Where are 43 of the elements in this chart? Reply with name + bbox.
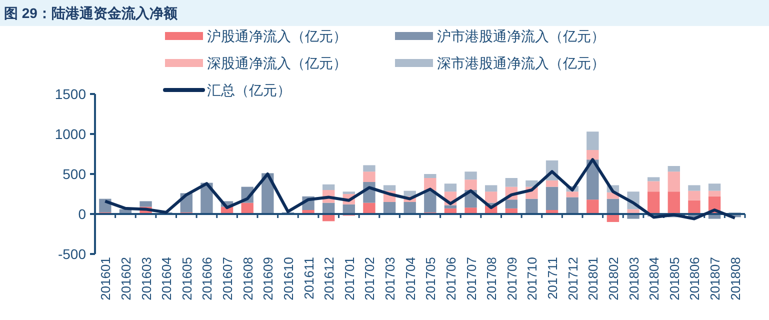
legend-label: 汇总（亿元） — [207, 82, 291, 98]
x-tick-label: 201705 — [423, 257, 438, 300]
x-tick-label: 201611 — [301, 257, 316, 300]
x-tick-label: 201606 — [200, 257, 215, 300]
x-tick-label: 201806 — [687, 257, 702, 300]
x-tick-label: 201808 — [728, 257, 743, 300]
x-tick-label: 201601 — [98, 257, 114, 300]
x-tick-label: 201804 — [646, 257, 662, 300]
x-tick-label: 201803 — [626, 257, 642, 300]
x-tick-label: 201609 — [260, 257, 276, 300]
y-tick-label: -500 — [58, 246, 86, 262]
x-tick-label: 201710 — [524, 257, 540, 300]
x-tick-label: 201707 — [464, 257, 479, 300]
x-tick-label: 201805 — [666, 257, 682, 300]
x-tick-label: 201708 — [484, 257, 500, 300]
x-tick-label: 201608 — [240, 257, 256, 300]
y-tick-label: 1500 — [54, 86, 86, 102]
x-tick-label: 201610 — [280, 257, 296, 300]
x-tick-label: 201802 — [606, 257, 621, 300]
legend-label: 沪市港股通净流入（亿元） — [437, 28, 605, 44]
x-tick-label: 201605 — [179, 257, 194, 300]
x-tick-label: 201709 — [504, 257, 520, 300]
x-tick-label: 201807 — [708, 257, 723, 300]
x-tick-label: 201603 — [138, 257, 154, 300]
legend-label: 深市港股通净流入（亿元） — [437, 55, 605, 71]
x-tick-label: 201602 — [118, 257, 134, 300]
x-tick-label: 201604 — [159, 257, 174, 300]
chart-title: 图 29：陆港通资金流入净额 — [4, 5, 178, 21]
x-tick-label: 201801 — [586, 257, 601, 300]
legend-label: 沪股通净流入（亿元） — [207, 28, 347, 44]
y-tick-label: 500 — [62, 166, 86, 182]
x-tick-label: 201704 — [402, 257, 418, 300]
y-tick-label: 0 — [78, 206, 86, 222]
x-tick-label: 201703 — [382, 257, 398, 300]
x-tick-label: 201706 — [443, 257, 458, 300]
legend-label: 深股通净流入（亿元） — [207, 55, 347, 71]
x-tick-label: 201712 — [565, 257, 580, 300]
x-tick-label: 201701 — [342, 257, 357, 300]
x-tick-label: 201711 — [545, 257, 560, 300]
x-tick-label: 201702 — [362, 257, 378, 300]
x-tick-label: 201612 — [322, 257, 337, 300]
x-tick-label: 201607 — [220, 257, 236, 300]
y-tick-label: 1000 — [54, 126, 86, 142]
